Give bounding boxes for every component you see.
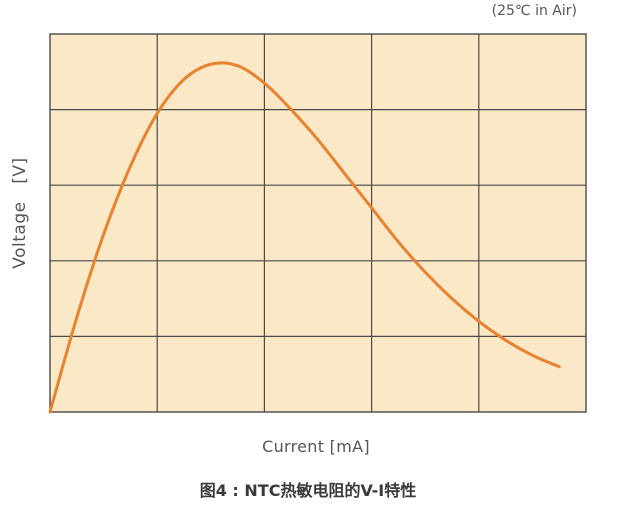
condition-note: (25℃ in Air) bbox=[491, 3, 577, 19]
plot-frame bbox=[49, 33, 587, 413]
grid-lines bbox=[50, 34, 586, 412]
y-axis-label: Voltage [V] bbox=[10, 157, 30, 269]
figure-caption: 图4 : NTC热敏电阻的V-I特性 bbox=[199, 481, 417, 500]
vi-curve-line bbox=[48, 61, 561, 414]
plot-background bbox=[50, 34, 586, 412]
x-axis-label: Current [mA] bbox=[262, 437, 370, 456]
